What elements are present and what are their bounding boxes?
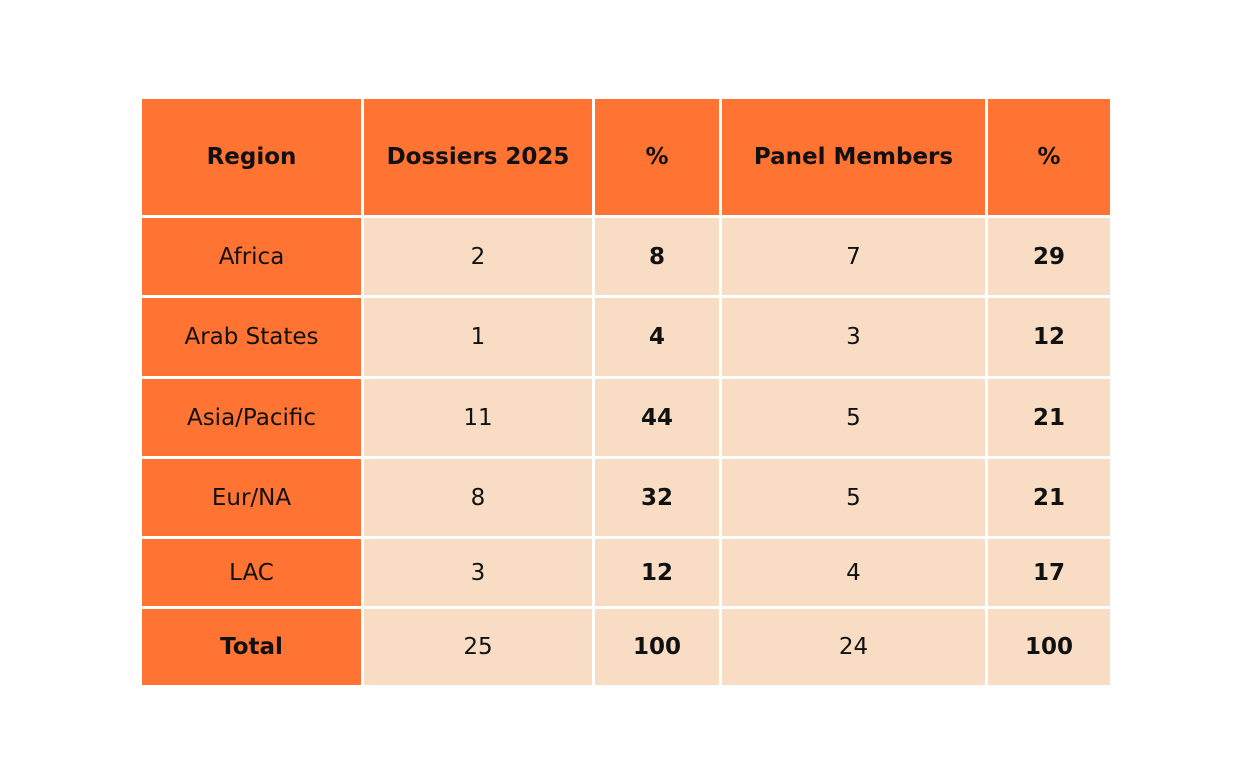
- table-row: Eur/NA 8 32 5 21: [139, 456, 1113, 539]
- table-row: LAC 3 12 4 17: [139, 536, 1113, 609]
- column-header-region: Region: [139, 96, 364, 218]
- cell-region: Asia/Pacific: [139, 376, 364, 459]
- cell-panel-members: 7: [719, 215, 988, 298]
- cell-panel-members: 3: [719, 295, 988, 379]
- cell-panel-percent: 29: [985, 215, 1113, 298]
- cell-panel-members: 4: [719, 536, 988, 609]
- cell-region: Africa: [139, 215, 364, 298]
- table-row: Asia/Pacific 11 44 5 21: [139, 376, 1113, 459]
- cell-dossiers-percent: 32: [592, 456, 722, 539]
- cell-region: Total: [139, 606, 364, 688]
- cell-panel-percent: 21: [985, 376, 1113, 459]
- column-header-dossiers: Dossiers 2025: [361, 96, 595, 218]
- cell-panel-percent: 12: [985, 295, 1113, 379]
- column-header-panel-members: Panel Members: [719, 96, 988, 218]
- cell-dossiers: 25: [361, 606, 595, 688]
- cell-panel-members: 5: [719, 376, 988, 459]
- cell-dossiers: 3: [361, 536, 595, 609]
- cell-region: Eur/NA: [139, 456, 364, 539]
- cell-panel-members: 24: [719, 606, 988, 688]
- table-row: Africa 2 8 7 29: [139, 215, 1113, 298]
- region-table: Region Dossiers 2025 % Panel Members % A…: [139, 96, 1113, 688]
- column-header-panel-percent: %: [985, 96, 1113, 218]
- cell-dossiers: 1: [361, 295, 595, 379]
- cell-dossiers-percent: 100: [592, 606, 722, 688]
- cell-dossiers: 11: [361, 376, 595, 459]
- cell-panel-percent: 21: [985, 456, 1113, 539]
- cell-dossiers-percent: 12: [592, 536, 722, 609]
- cell-dossiers: 2: [361, 215, 595, 298]
- cell-panel-percent: 17: [985, 536, 1113, 609]
- cell-dossiers-percent: 44: [592, 376, 722, 459]
- total-row: Total 25 100 24 100: [139, 606, 1113, 688]
- header-row: Region Dossiers 2025 % Panel Members %: [139, 96, 1113, 218]
- column-header-dossiers-percent: %: [592, 96, 722, 218]
- cell-panel-percent: 100: [985, 606, 1113, 688]
- cell-region: Arab States: [139, 295, 364, 379]
- table-row: Arab States 1 4 3 12: [139, 295, 1113, 379]
- cell-dossiers-percent: 4: [592, 295, 722, 379]
- cell-region: LAC: [139, 536, 364, 609]
- cell-dossiers: 8: [361, 456, 595, 539]
- cell-dossiers-percent: 8: [592, 215, 722, 298]
- cell-panel-members: 5: [719, 456, 988, 539]
